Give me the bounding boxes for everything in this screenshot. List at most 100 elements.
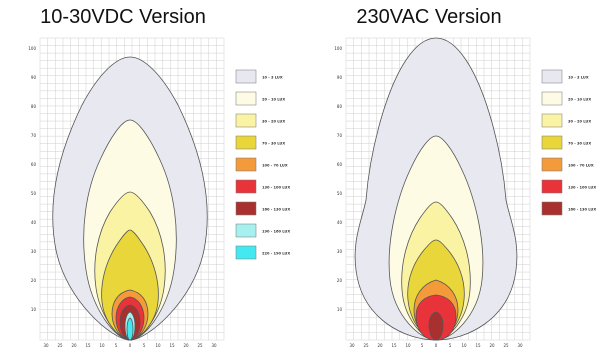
y-tick-label: 70: [337, 133, 343, 138]
x-tick-label: 25: [57, 343, 63, 348]
legend-label: 30 - 20 LUX: [568, 120, 591, 124]
x-tick-label: 10: [99, 343, 105, 348]
legend-swatch: [235, 179, 257, 194]
y-tick-label: 10: [31, 307, 37, 312]
y-tick-label: 70: [31, 133, 37, 138]
y-tick-label: 30: [31, 249, 37, 254]
x-tick-label: 15: [391, 343, 397, 348]
y-tick-label: 80: [337, 104, 343, 109]
x-tick-label: 5: [143, 343, 146, 348]
legend-swatch: [541, 69, 563, 84]
y-tick-label: 90: [337, 75, 343, 80]
legend-label: 20 - 10 LUX: [568, 98, 591, 102]
y-tick-label: 40: [31, 220, 37, 225]
legend-item: 10 - 3 LUX: [541, 69, 589, 84]
legend: 10 - 3 LUX 20 - 10 LUX 30 - 20 LUX 70 - 30 …: [235, 69, 290, 260]
legend-label: 130 - 100 LUX: [262, 186, 290, 190]
legend-label: 30 - 20 LUX: [262, 120, 285, 124]
legend-item: 220 - 190 LUX: [235, 245, 290, 260]
y-tick-label: 50: [337, 191, 343, 196]
x-tick-label: 30: [517, 343, 523, 348]
legend-swatch: [541, 135, 563, 150]
y-tick-label: 20: [337, 278, 343, 283]
legend-swatch: [235, 157, 257, 172]
y-tick-label: 20: [31, 278, 37, 283]
legend-item: 30 - 20 LUX: [541, 113, 591, 128]
x-tick-label: 30: [43, 343, 49, 348]
legend-item: 190 - 160 LUX: [235, 223, 290, 238]
x-tick-label: 10: [155, 343, 161, 348]
x-tick-label: 20: [71, 343, 77, 348]
legend-label: 70 - 30 LUX: [262, 142, 285, 146]
x-axis-ticks: 30 25 20 15 10 5 0 5 10 15 20 25 30: [349, 343, 523, 348]
y-axis-ticks: 100 90 80 70 60 50 40 30 20 10: [28, 46, 36, 312]
y-tick-label: 100: [28, 46, 36, 51]
legend-item: 160 - 130 LUX: [235, 201, 290, 216]
contour-220-190-lux: [126, 317, 134, 341]
legend-label: 160 - 130 LUX: [262, 208, 290, 212]
legend-item: 130 - 100 LUX: [235, 179, 290, 194]
legend-label: 130 - 100 LUX: [568, 186, 596, 190]
legend-item: 100 - 70 LUX: [235, 157, 288, 172]
legend-swatch: [541, 91, 563, 106]
x-tick-label: 25: [197, 343, 203, 348]
x-axis-ticks: 30 25 20 15 10 5 0 5 10 15 20 25 30: [43, 343, 217, 348]
y-tick-label: 50: [31, 191, 37, 196]
x-tick-label: 25: [363, 343, 369, 348]
y-tick-label: 40: [337, 220, 343, 225]
x-tick-label: 0: [435, 343, 438, 348]
legend-label: 100 - 70 LUX: [262, 164, 288, 168]
legend-label: 160 - 130 LUX: [568, 208, 596, 212]
legend-swatch: [235, 69, 257, 84]
legend-item: 30 - 20 LUX: [235, 113, 285, 128]
legend-item: 100 - 70 LUX: [541, 157, 594, 172]
legend-swatch: [235, 201, 257, 216]
x-tick-label: 30: [211, 343, 217, 348]
x-tick-label: 5: [421, 343, 424, 348]
panel-title: 10-30VDC Version: [40, 6, 206, 28]
legend-item: 130 - 100 LUX: [541, 179, 596, 194]
x-tick-label: 20: [489, 343, 495, 348]
x-tick-label: 0: [129, 343, 132, 348]
y-tick-label: 90: [31, 75, 37, 80]
legend-item: 70 - 30 LUX: [541, 135, 591, 150]
legend-item: 20 - 10 LUX: [235, 91, 285, 106]
y-tick-label: 10: [337, 307, 343, 312]
legend-label: 220 - 190 LUX: [262, 252, 290, 256]
y-tick-label: 60: [337, 162, 343, 167]
legend-item: 20 - 10 LUX: [541, 91, 591, 106]
panel-10-30vdc: 10-30VDC Version 100 90 80 70 60 50 40 30 20 10 3…: [28, 6, 290, 348]
y-tick-label: 100: [334, 46, 342, 51]
x-tick-label: 15: [169, 343, 175, 348]
legend-swatch: [235, 91, 257, 106]
x-tick-label: 15: [85, 343, 91, 348]
legend-swatch: [541, 157, 563, 172]
legend-label: 190 - 160 LUX: [262, 230, 290, 234]
legend-swatch: [541, 201, 563, 216]
x-tick-label: 25: [503, 343, 509, 348]
x-tick-label: 20: [183, 343, 189, 348]
isolux-contours: [354, 37, 518, 341]
legend: 10 - 3 LUX 20 - 10 LUX 30 - 20 LUX 70 - 30 …: [541, 69, 596, 216]
contour-160-130-lux: [428, 311, 444, 341]
x-tick-label: 15: [475, 343, 481, 348]
x-tick-label: 30: [349, 343, 355, 348]
legend-swatch: [235, 245, 257, 260]
legend-swatch: [235, 113, 257, 128]
y-tick-label: 80: [31, 104, 37, 109]
legend-swatch: [541, 179, 563, 194]
isolux-contours: [52, 56, 208, 341]
legend-label: 70 - 30 LUX: [568, 142, 591, 146]
x-tick-label: 20: [377, 343, 383, 348]
legend-item: 70 - 30 LUX: [235, 135, 285, 150]
legend-swatch: [541, 113, 563, 128]
panel-title: 230VAC Version: [356, 6, 502, 28]
x-tick-label: 10: [461, 343, 467, 348]
x-tick-label: 10: [405, 343, 411, 348]
legend-swatch: [235, 135, 257, 150]
x-tick-label: 5: [449, 343, 452, 348]
y-tick-label: 30: [337, 249, 343, 254]
legend-item: 10 - 3 LUX: [235, 69, 283, 84]
